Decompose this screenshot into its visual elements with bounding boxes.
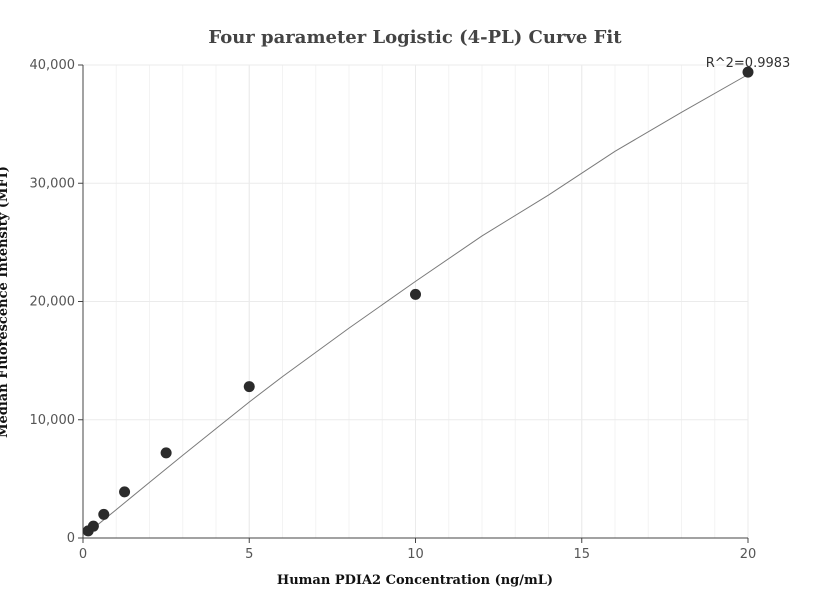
y-tick-label: 20,000 (30, 295, 76, 310)
x-tick-label: 20 (740, 547, 757, 562)
tick-labels: 0 5 10 15 20 0 10,000 20,000 30,000 40,000 (30, 58, 757, 562)
data-point (410, 288, 421, 300)
data-point (160, 447, 172, 459)
data-point (98, 508, 110, 520)
data-point (87, 520, 99, 532)
data-point (742, 66, 754, 78)
y-axis-title: Median Fluorescence Intensity (MFI) (0, 166, 11, 438)
data-points (82, 66, 754, 537)
y-tick-label: 40,000 (30, 58, 76, 73)
r-squared-label: R^2=0.9983 (706, 56, 791, 71)
y-tick-label: 10,000 (30, 413, 76, 428)
y-tick-label: 30,000 (30, 176, 76, 191)
x-tick-label: 10 (407, 547, 424, 562)
fit-curve (82, 74, 749, 537)
x-tick-label: 0 (79, 547, 87, 562)
chart-title: Four parameter Logistic (4-PL) Curve Fit (208, 27, 622, 48)
x-tick-label: 15 (573, 547, 590, 562)
data-point (119, 486, 131, 498)
y-tick-label: 0 (67, 531, 75, 546)
data-point (243, 381, 255, 393)
x-axis-title: Human PDIA2 Concentration (ng/mL) (277, 573, 553, 588)
grid (82, 64, 749, 539)
x-tick-label: 5 (245, 547, 253, 562)
